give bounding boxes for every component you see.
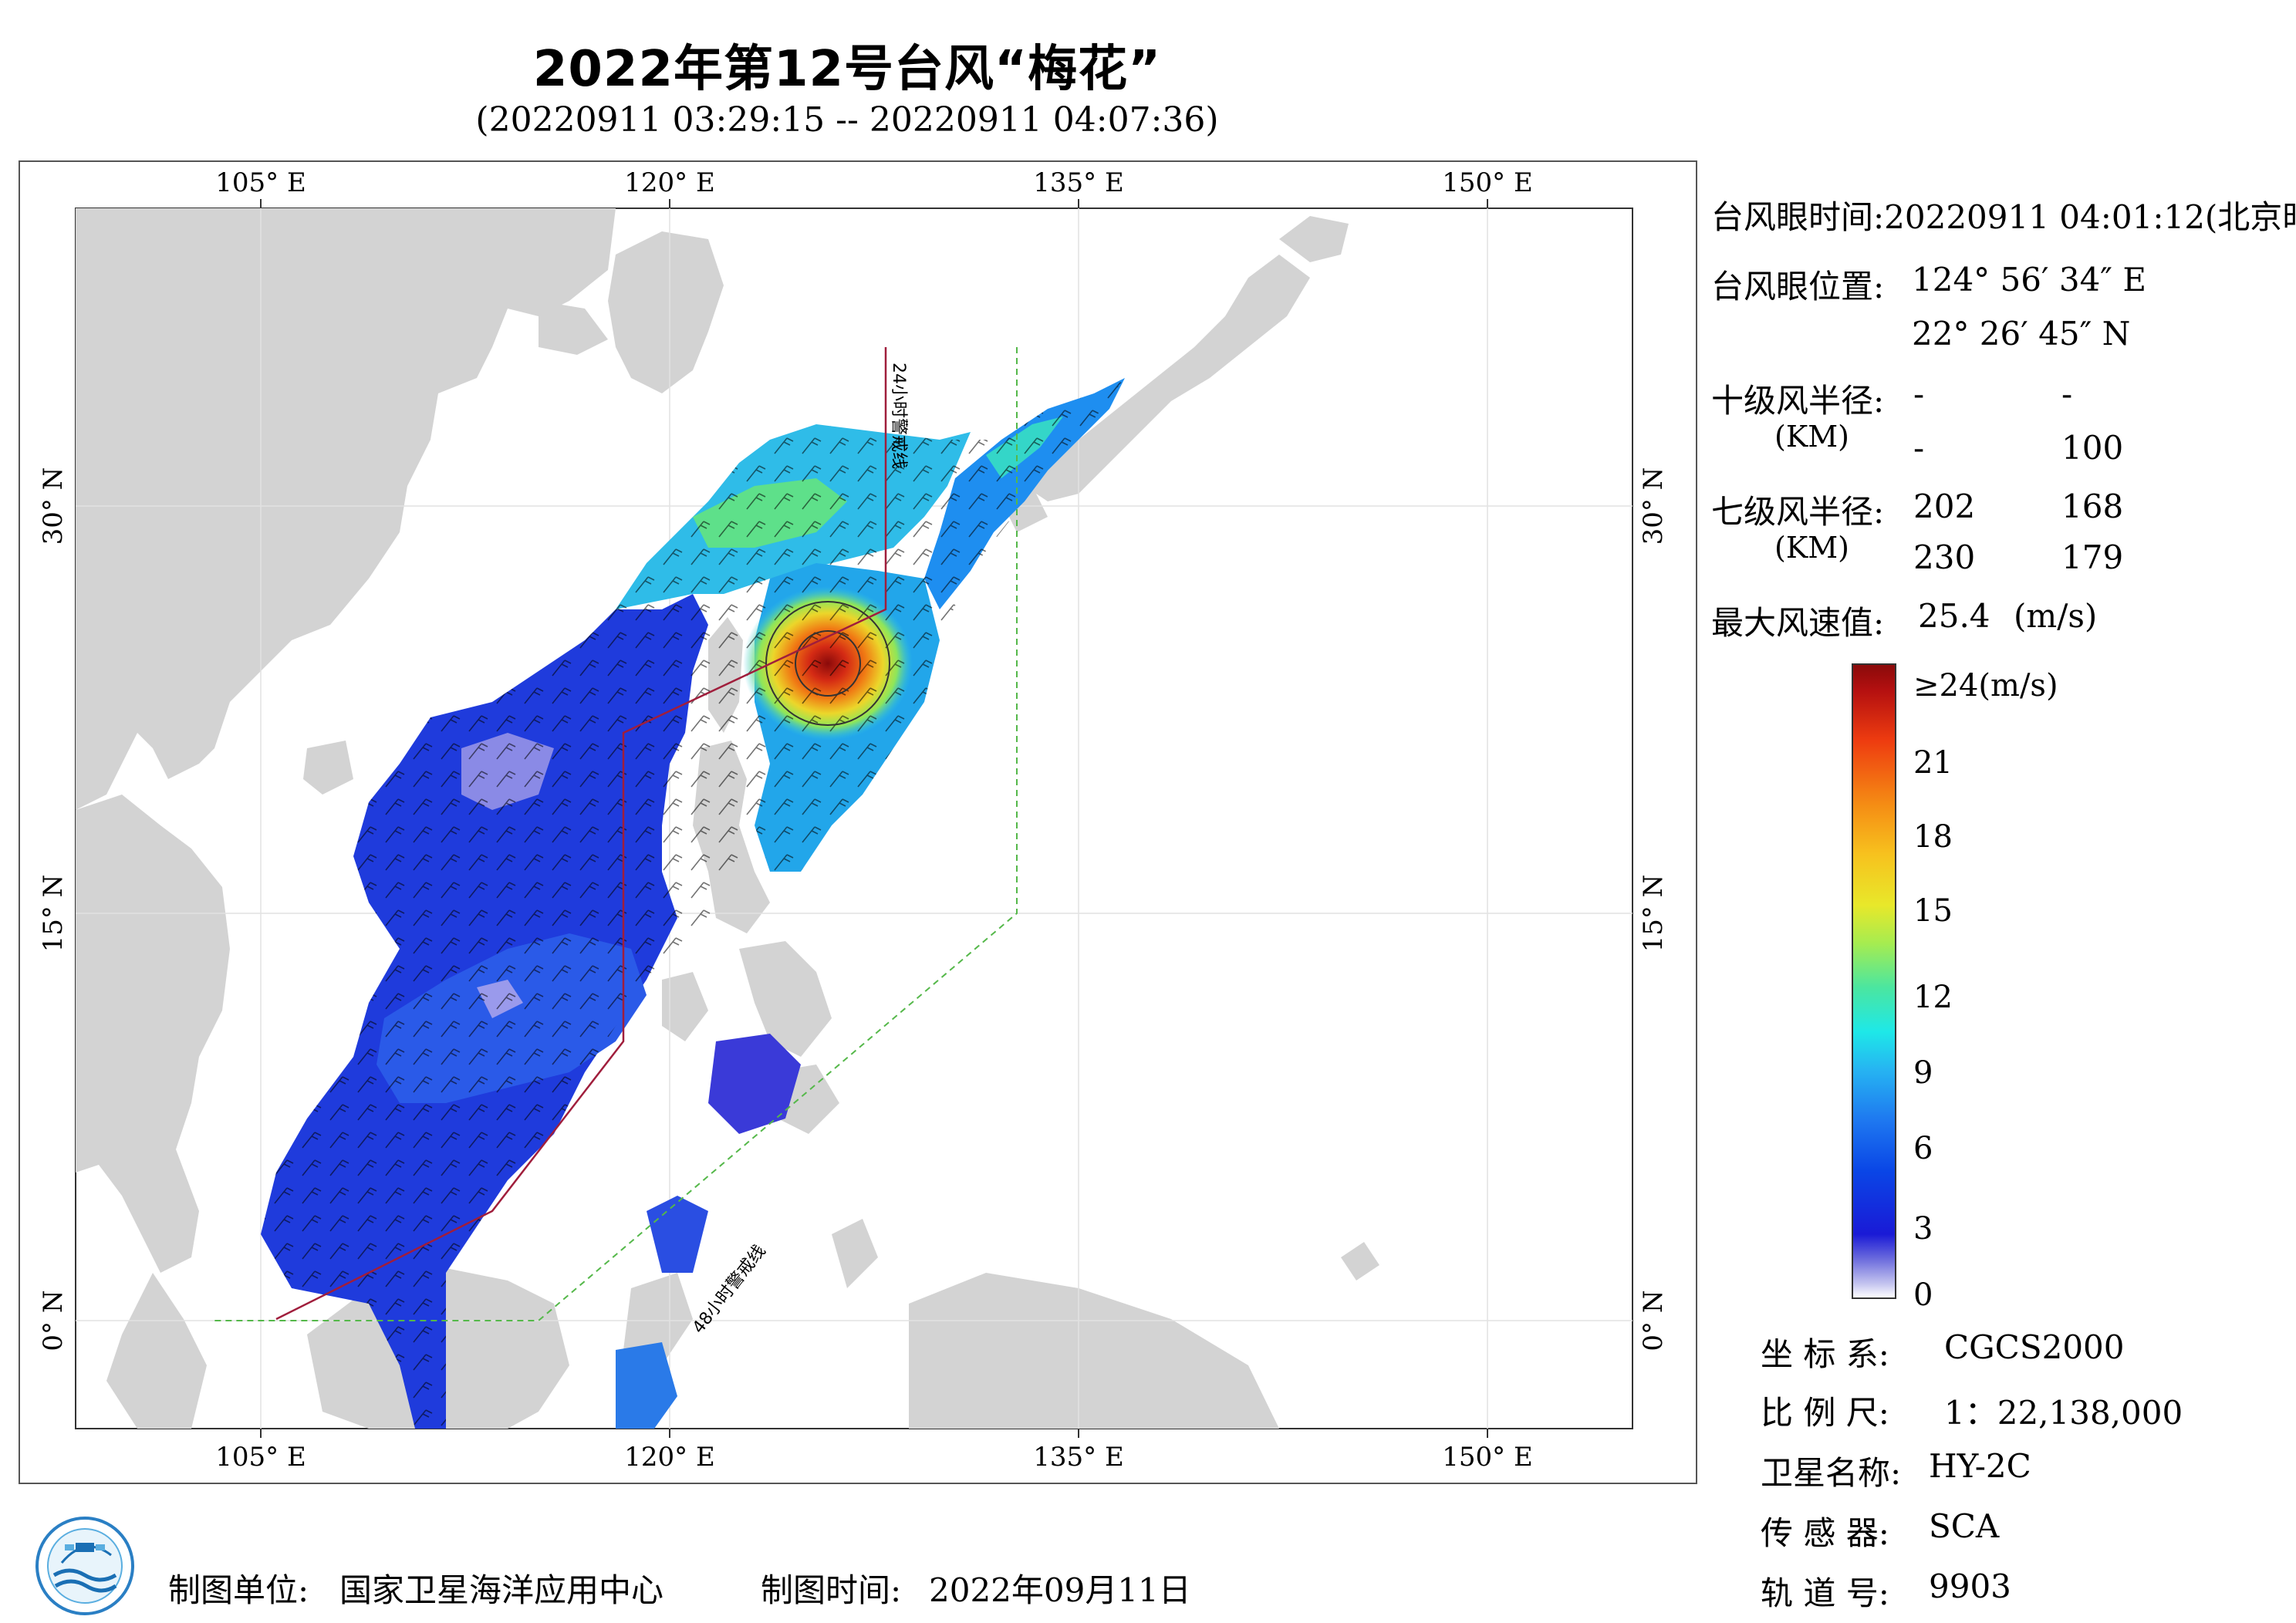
- r10-circle: [795, 630, 861, 697]
- eye-pos-label: 台风眼位置:: [1711, 268, 1885, 305]
- satellite-label: 卫星名称:: [1761, 1454, 1902, 1492]
- left-lat-label: 15° N: [38, 875, 69, 953]
- right-lat-label: 15° N: [1638, 875, 1669, 953]
- colorbar-label: 21: [1913, 745, 1953, 781]
- nsoas-logo-icon: [35, 1517, 134, 1615]
- colorbar-label: 6: [1913, 1131, 1933, 1166]
- wind-speed-colorbar: [1852, 663, 1896, 1299]
- top-lon-label: 120° E: [624, 167, 715, 198]
- wind-barbs: [261, 378, 1125, 1429]
- date-label: 制图时间:: [761, 1571, 902, 1609]
- page-title: 2022年第12号台风“梅花”: [532, 41, 1162, 98]
- typhoon-wind-map: 24小时警戒线 48小时警戒线 105° E 120° E 135° E 150…: [38, 167, 1669, 1473]
- warning-line-48h: [214, 347, 1018, 1321]
- warning-24h-label: 24小时警戒线: [889, 363, 908, 469]
- time-range-subtitle: (20220911 03:29:15 -- 20220911 04:07:36): [475, 100, 1219, 140]
- r10-value: 100: [2061, 429, 2124, 467]
- colorbar-label: 3: [1913, 1211, 1933, 1247]
- r10-value: -: [1913, 429, 1925, 467]
- r10-label: 十级风半径:: [1711, 382, 1885, 420]
- orbit-value: 9903: [1929, 1567, 2011, 1605]
- crs-label: 坐 标 系:: [1761, 1335, 1889, 1373]
- r7-value: 230: [1913, 538, 1976, 576]
- sensor-value: SCA: [1929, 1507, 2000, 1545]
- top-lon-label: 105° E: [215, 167, 306, 198]
- crs-value: CGCS2000: [1944, 1328, 2125, 1366]
- r7-value: 179: [2061, 538, 2124, 576]
- axis-ticks: [260, 199, 1488, 1438]
- colorbar-label: 18: [1913, 819, 1953, 855]
- r7-value: 168: [2061, 488, 2124, 525]
- eye-time-value: 20220911 04:01:12(北京时): [1884, 198, 2296, 236]
- r7-value: 202: [1913, 488, 1976, 525]
- scale-value: 1：22,138,000: [1944, 1394, 2183, 1432]
- eye-lon: 124° 56′ 34″ E: [1912, 261, 2146, 299]
- colorbar-label: 9: [1913, 1055, 1933, 1091]
- r10-unit: (KM): [1774, 420, 1849, 454]
- eye-lat: 22° 26′ 45″ N: [1912, 315, 2131, 353]
- colorbar-label: ≥24(m/s): [1913, 668, 2058, 704]
- date-value: 2022年09月11日: [929, 1571, 1191, 1609]
- right-lat-label: 30° N: [1638, 467, 1669, 545]
- r7-unit: (KM): [1774, 531, 1849, 565]
- eye-time-label: 台风眼时间:: [1711, 198, 1885, 236]
- colorbar-label: 12: [1913, 980, 1953, 1015]
- land-layer: [76, 208, 1379, 1429]
- colorbar-label: 15: [1913, 893, 1953, 929]
- left-lat-label: 0° N: [38, 1290, 69, 1351]
- warning-line-24h: [275, 347, 887, 1321]
- max-wind-unit: (m/s): [2014, 597, 2098, 635]
- max-wind-value: 25.4: [1918, 597, 1990, 635]
- org-label: 制图单位:: [168, 1571, 309, 1609]
- bottom-lon-label: 105° E: [215, 1442, 306, 1473]
- colorbar-label: 0: [1913, 1277, 1933, 1313]
- eye-time-row: 台风眼时间:20220911 04:01:12(北京时): [1711, 191, 2296, 238]
- r10-value: -: [1913, 375, 1925, 413]
- r7-circle: [765, 601, 890, 726]
- top-lon-label: 150° E: [1442, 167, 1533, 198]
- r10-value: -: [2061, 375, 2073, 413]
- bottom-lon-label: 120° E: [624, 1442, 715, 1473]
- wind-swath: [261, 378, 1125, 1429]
- orbit-label: 轨 道 号:: [1761, 1574, 1889, 1612]
- max-wind-label: 最大风速值:: [1711, 604, 1885, 642]
- satellite-value: HY-2C: [1929, 1447, 2031, 1485]
- right-lat-label: 0° N: [1638, 1290, 1669, 1351]
- bottom-lon-label: 150° E: [1442, 1442, 1533, 1473]
- bottom-lon-label: 135° E: [1033, 1442, 1124, 1473]
- top-lon-label: 135° E: [1033, 167, 1124, 198]
- org-value: 国家卫星海洋应用中心: [339, 1571, 664, 1609]
- scale-label: 比 例 尺:: [1761, 1394, 1889, 1432]
- left-lat-label: 30° N: [38, 467, 69, 545]
- sensor-label: 传 感 器:: [1761, 1514, 1889, 1552]
- r7-label: 七级风半径:: [1711, 493, 1885, 531]
